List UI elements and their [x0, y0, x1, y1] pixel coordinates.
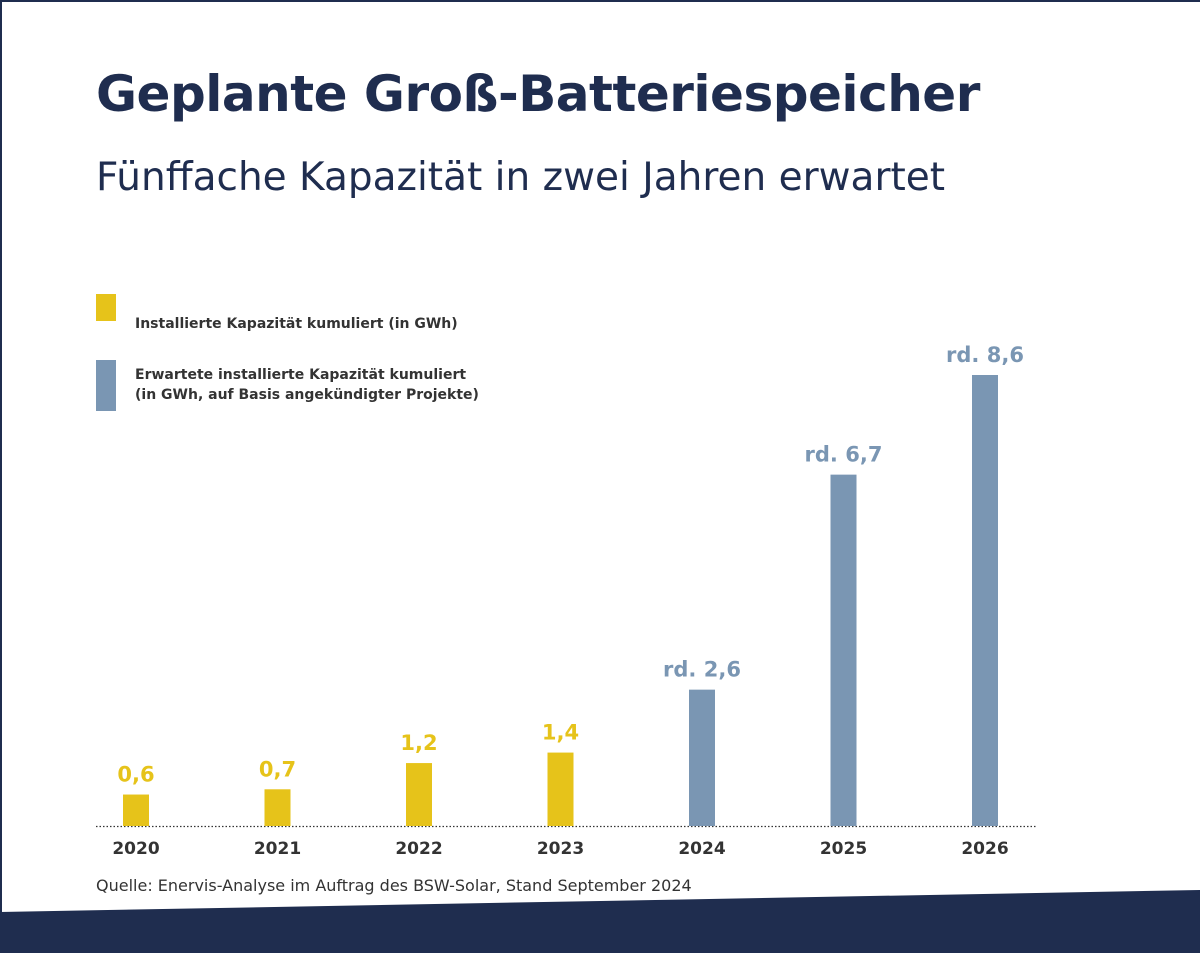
bar-2026: [972, 375, 998, 826]
legend-label-installed: Installierte Kapazität kumuliert (in GWh…: [135, 314, 458, 334]
bar-2024: [689, 689, 715, 826]
page-subtitle: Fünffache Kapazität in zwei Jahren erwar…: [96, 155, 946, 200]
x-tick-label-2025: 2025: [820, 839, 867, 859]
x-tick-label-2020: 2020: [112, 839, 159, 859]
legend-swatch-expected: [96, 360, 116, 411]
legend-label-expected: Erwartete installierte Kapazität kumulie…: [135, 365, 479, 405]
x-tick-label-2026: 2026: [961, 839, 1008, 859]
legend-swatch-installed: [96, 294, 116, 321]
frame-left-border: [0, 0, 2, 953]
bottom-band-shape: [0, 890, 1200, 953]
x-tick-label-2021: 2021: [254, 839, 301, 859]
x-tick-label-2023: 2023: [537, 839, 584, 859]
bar-2021: [264, 789, 291, 826]
value-label-2025: rd. 6,7: [805, 443, 883, 467]
bar-2025: [830, 474, 857, 826]
source-note: Quelle: Enervis-Analyse im Auftrag des B…: [96, 876, 692, 895]
bar-2023: [547, 752, 574, 826]
bar-2020: [123, 794, 149, 826]
legend-label-installed-line: Installierte Kapazität kumuliert (in GWh…: [135, 316, 458, 332]
bottom-band: [0, 890, 1200, 953]
value-label-2021: 0,7: [259, 757, 296, 781]
x-tick-label-2022: 2022: [395, 839, 442, 859]
legend-label-expected-line-1: Erwartete installierte Kapazität kumulie…: [135, 367, 467, 383]
bar-2022: [406, 763, 432, 826]
frame-top-border: [0, 0, 1200, 2]
page-title: Geplante Groß-Batteriespeicher: [96, 65, 980, 123]
value-label-2023: 1,4: [542, 721, 579, 745]
x-tick-label-2024: 2024: [678, 839, 725, 859]
value-label-2026: rd. 8,6: [946, 343, 1024, 367]
value-label-2022: 1,2: [400, 731, 437, 755]
value-label-2020: 0,6: [117, 763, 154, 787]
value-label-2024: rd. 2,6: [663, 658, 741, 682]
legend-label-expected-line-2: (in GWh, auf Basis angekündigter Projekt…: [135, 387, 479, 403]
